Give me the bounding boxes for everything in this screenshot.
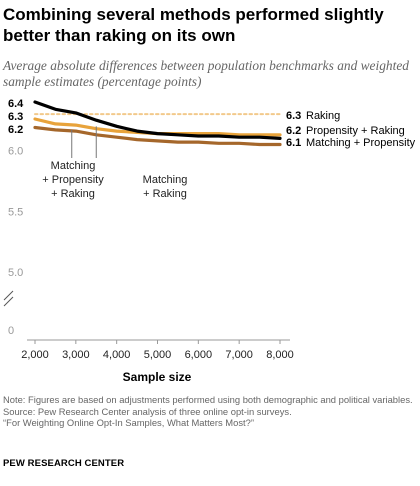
annotation-text: + Raking	[51, 188, 95, 200]
x-axis-title: Sample size	[123, 370, 192, 384]
annotation-text: Matching	[51, 160, 96, 172]
x-tick-label: 2,000	[21, 349, 49, 361]
report-title: “For Weighting Online Opt-In Samples, Wh…	[3, 417, 254, 428]
x-tick-label: 3,000	[62, 349, 90, 361]
y-tick-label: 6.0	[8, 146, 23, 158]
start-value-label: 6.3	[8, 111, 23, 123]
start-value-label: 6.2	[8, 124, 23, 136]
x-tick-label: 5,000	[144, 349, 172, 361]
series-name-label: Matching + Propensity	[306, 137, 416, 149]
y-tick-label: 0	[8, 325, 14, 337]
source-text: Source: Pew Research Center analysis of …	[3, 405, 292, 417]
y-tick-label: 5.0	[8, 267, 23, 279]
chart-axes: 6.0 5.5 5.0 0 2,000 3,000 4,000 5,000 6,000 7,000…	[3, 146, 294, 384]
chart-title: Combining several methods performed slig…	[3, 5, 384, 45]
axis-break-mark	[3, 296, 14, 307]
x-tick-label: 6,000	[185, 349, 213, 361]
chart-subtitle: Average absolute differences between pop…	[3, 58, 409, 89]
note-text: Note: Figures are based on adjustments p…	[3, 394, 413, 405]
series-line	[33, 100, 282, 140]
start-value-label: 6.4	[8, 98, 24, 110]
chart-series	[33, 100, 282, 147]
series-line	[33, 125, 282, 147]
annotation-text: Matching	[143, 174, 188, 186]
annotation-text: + Propensity	[42, 174, 104, 186]
end-value-label: 6.2	[286, 125, 301, 137]
organization-name: PEW RESEARCH CENTER	[3, 458, 125, 469]
end-value-label: 6.3	[286, 110, 301, 122]
x-tick-label: 4,000	[103, 349, 131, 361]
chart-notes: Note: Figures are based on adjustments p…	[3, 394, 417, 429]
y-tick-label: 5.5	[8, 206, 23, 218]
x-tick-label: 8,000	[266, 349, 294, 361]
series-name-label: Propensity + Raking	[306, 125, 405, 137]
end-value-label: 6.1	[286, 137, 301, 149]
axis-break-mark	[3, 290, 14, 301]
annotation-text: + Raking	[143, 188, 187, 200]
series-name-label: Raking	[306, 110, 340, 122]
x-tick-label: 7,000	[225, 349, 253, 361]
